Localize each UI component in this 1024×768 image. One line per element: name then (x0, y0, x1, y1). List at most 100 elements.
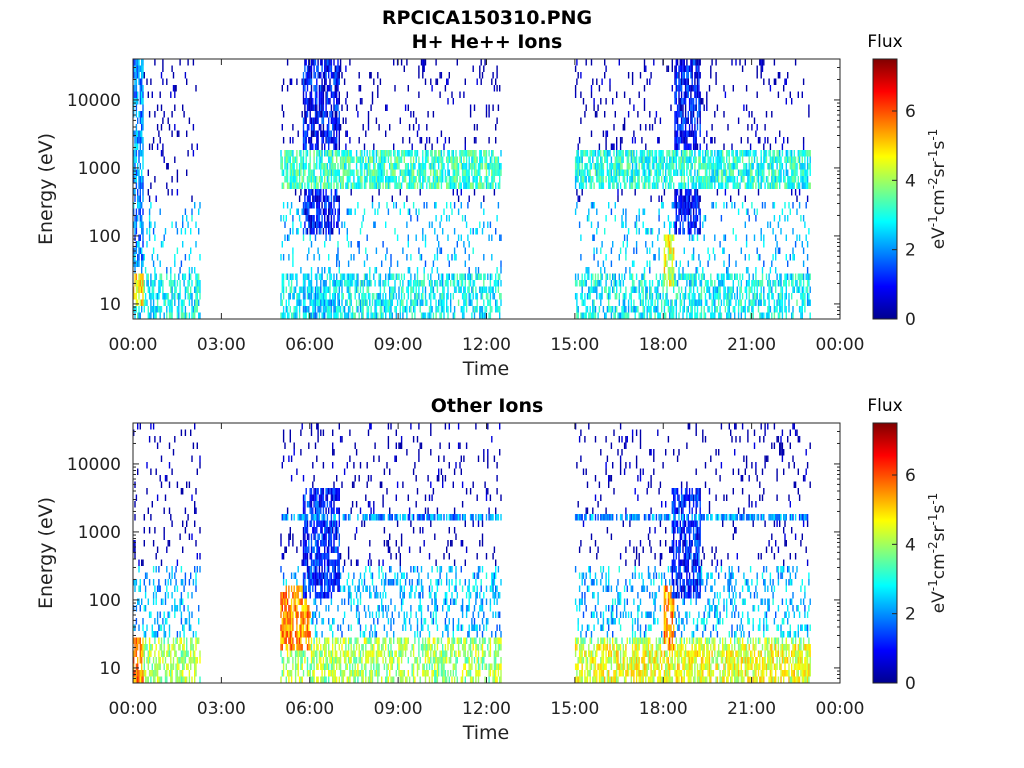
heatmap-cell (400, 182, 403, 189)
heatmap-cell (675, 156, 677, 163)
heatmap-cell (667, 169, 670, 176)
heatmap-cell (760, 59, 762, 66)
heatmap-cell (464, 299, 466, 306)
heatmap-cell (609, 286, 611, 293)
heatmap-cell (424, 150, 427, 157)
heatmap-cell (464, 182, 466, 189)
heatmap-cell (487, 273, 489, 280)
heatmap-cell (798, 280, 801, 287)
heatmap-cell (622, 280, 624, 287)
heatmap-cell (281, 273, 283, 280)
heatmap-cell (492, 163, 494, 170)
heatmap-cell (457, 182, 460, 189)
heatmap-cell (699, 98, 701, 105)
heatmap-cell (631, 156, 634, 163)
heatmap-cell (473, 176, 476, 183)
heatmap-cell (760, 280, 762, 287)
heatmap-cell (312, 299, 314, 306)
heatmap-cell (492, 286, 494, 293)
heatmap-cell (142, 228, 144, 235)
heatmap-cell (403, 306, 405, 313)
heatmap-cell (749, 169, 752, 176)
heatmap-cell (707, 306, 709, 313)
heatmap-cell (313, 85, 315, 92)
heatmap-cell (597, 104, 599, 111)
heatmap-cell (806, 163, 809, 170)
heatmap-cell (332, 137, 334, 144)
heatmap-cell (141, 299, 143, 306)
heatmap-cell (483, 254, 485, 261)
heatmap-cell (493, 280, 496, 287)
heatmap-cell (422, 65, 424, 72)
heatmap-cell (688, 85, 691, 92)
heatmap-cell (670, 247, 672, 254)
heatmap-cell (768, 273, 770, 280)
heatmap-cell (186, 286, 188, 293)
heatmap-cell (147, 273, 149, 280)
heatmap-cell (329, 137, 331, 144)
heatmap-cell (489, 306, 492, 313)
heatmap-cell (704, 215, 707, 222)
heatmap-cell (412, 169, 415, 176)
heatmap-cell (469, 299, 472, 306)
heatmap-cell (680, 78, 683, 85)
heatmap-cell (322, 280, 325, 287)
heatmap-cell (601, 182, 603, 189)
heatmap-cell (302, 176, 305, 183)
heatmap-cell (654, 156, 656, 163)
heatmap-cell (423, 280, 425, 287)
heatmap-cell (329, 299, 331, 306)
heatmap-cell (604, 111, 606, 118)
heatmap-cell (402, 176, 404, 183)
heatmap-cell (442, 163, 444, 170)
heatmap-cell (576, 202, 578, 209)
heatmap-cell (610, 156, 613, 163)
heatmap-cell (357, 176, 359, 183)
heatmap-cell (408, 208, 411, 215)
heatmap-cell (341, 156, 343, 163)
heatmap-cell (178, 306, 180, 313)
heatmap-cell (651, 280, 654, 287)
heatmap-cell (334, 72, 336, 79)
heatmap-cell (366, 312, 368, 319)
heatmap-cell (780, 306, 782, 313)
heatmap-cell (597, 273, 599, 280)
heatmap-cell (156, 124, 159, 131)
heatmap-cell (760, 293, 762, 300)
heatmap-cell (658, 254, 660, 261)
heatmap-cell (324, 169, 326, 176)
heatmap-cell (435, 169, 437, 176)
heatmap-cell (711, 299, 713, 306)
heatmap-cell (739, 299, 741, 306)
heatmap-cell (683, 98, 685, 105)
heatmap-cell (645, 156, 647, 163)
heatmap-cell (633, 176, 635, 183)
heatmap-cell (723, 280, 725, 287)
heatmap-cell (601, 286, 603, 293)
heatmap-cell (584, 150, 586, 157)
heatmap-cell (655, 176, 658, 183)
heatmap-cell (487, 182, 489, 189)
heatmap-cell (700, 163, 703, 170)
heatmap-cell (682, 195, 684, 202)
heatmap-cell (653, 156, 655, 163)
heatmap-cell (464, 273, 466, 280)
heatmap-cell (297, 293, 299, 300)
heatmap-cell (687, 156, 689, 163)
heatmap-cell (678, 104, 680, 111)
heatmap-cell (676, 215, 679, 222)
heatmap-cell (325, 130, 327, 137)
heatmap-cell (298, 312, 301, 319)
heatmap-cell (341, 72, 343, 79)
heatmap-cell (680, 182, 683, 189)
heatmap-cell (463, 306, 465, 313)
heatmap-cell (310, 241, 313, 248)
heatmap-cell (657, 293, 659, 300)
heatmap-cell (495, 286, 497, 293)
heatmap-cell (497, 156, 500, 163)
heatmap-cell (147, 306, 149, 313)
heatmap-cell (406, 150, 408, 157)
heatmap-cell (686, 169, 688, 176)
heatmap-cell (499, 163, 501, 170)
heatmap-cell (135, 208, 138, 215)
